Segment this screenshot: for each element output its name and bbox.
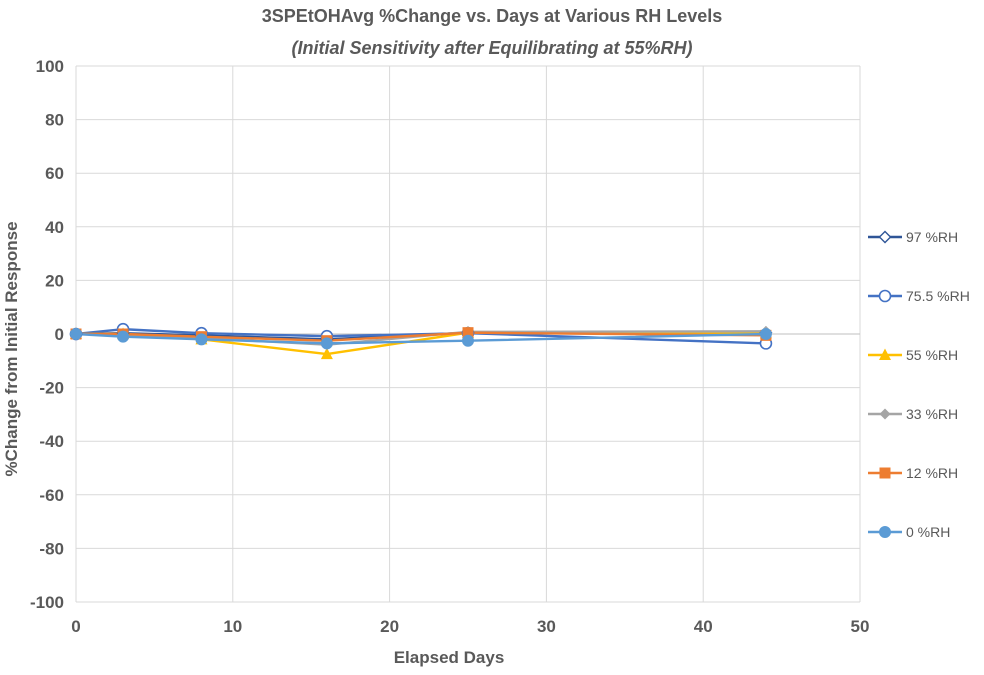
data-point [462,334,474,347]
chart-subtitle: (Initial Sensitivity after Equilibrating… [291,38,692,58]
x-tick-label: 10 [223,617,242,636]
y-tick-label: -80 [39,539,64,558]
legend-label: 33 %RH [906,406,958,422]
data-point [462,327,474,339]
legend-marker [879,467,891,479]
y-axis-title: %Change from Initial Response [2,221,21,476]
y-tick-label: -60 [39,486,64,505]
legend-marker [878,230,892,244]
legend-marker [879,526,891,538]
legend-item: 55 %RH [868,347,958,363]
y-tick-label: -40 [39,432,64,451]
data-point [70,328,82,340]
y-tick-label: 40 [45,218,64,237]
y-tick-label: 80 [45,111,64,130]
legend-label: 75.5 %RH [906,288,970,304]
legend-label: 55 %RH [906,347,958,363]
x-tick-label: 40 [694,617,713,636]
series-lines [75,327,766,356]
chart-title: 3SPEtOHAvg %Change vs. Days at Various R… [262,6,723,26]
axes: 100 80 60 40 20 0 -20 -40 -60 -80 -100 0 10 20 30 40 50 [30,57,869,636]
legend-marker [879,408,891,420]
legend-item: 12 %RH [868,465,958,481]
legend-label: 0 %RH [906,524,950,540]
y-tick-label: 100 [36,57,64,76]
data-point [117,330,130,343]
series-line-5 [75,332,766,345]
x-axis-title: Elapsed Days [394,648,505,667]
legend-marker [878,289,892,303]
y-tick-label: -100 [30,593,64,612]
legend-marker [879,348,891,360]
x-tick-label: 50 [851,617,870,636]
legend: 97 %RH 75.5 %RH 55 %RH 33 %RH 12 %RH 0 %RH [868,229,970,540]
data-point [320,347,333,360]
y-tick-label: -20 [39,379,64,398]
legend-item: 97 %RH [868,229,958,245]
legend-item: 75.5 %RH [868,288,970,304]
data-point [320,337,333,350]
x-tick-label: 20 [380,617,399,636]
legend-label: 97 %RH [906,229,958,245]
y-tick-label: 20 [45,271,64,290]
data-point [759,328,772,340]
legend-item: 33 %RH [868,406,958,422]
x-tick-label: 0 [71,617,80,636]
y-tick-label: 60 [45,164,64,183]
series-markers [69,322,773,360]
legend-item: 0 %RH [868,524,950,540]
x-tick-label: 30 [537,617,556,636]
data-point [195,333,208,346]
series-line-1 [75,327,766,345]
legend-label: 12 %RH [906,465,958,481]
y-tick-label: 0 [55,325,64,344]
series-line-4 [76,331,766,342]
